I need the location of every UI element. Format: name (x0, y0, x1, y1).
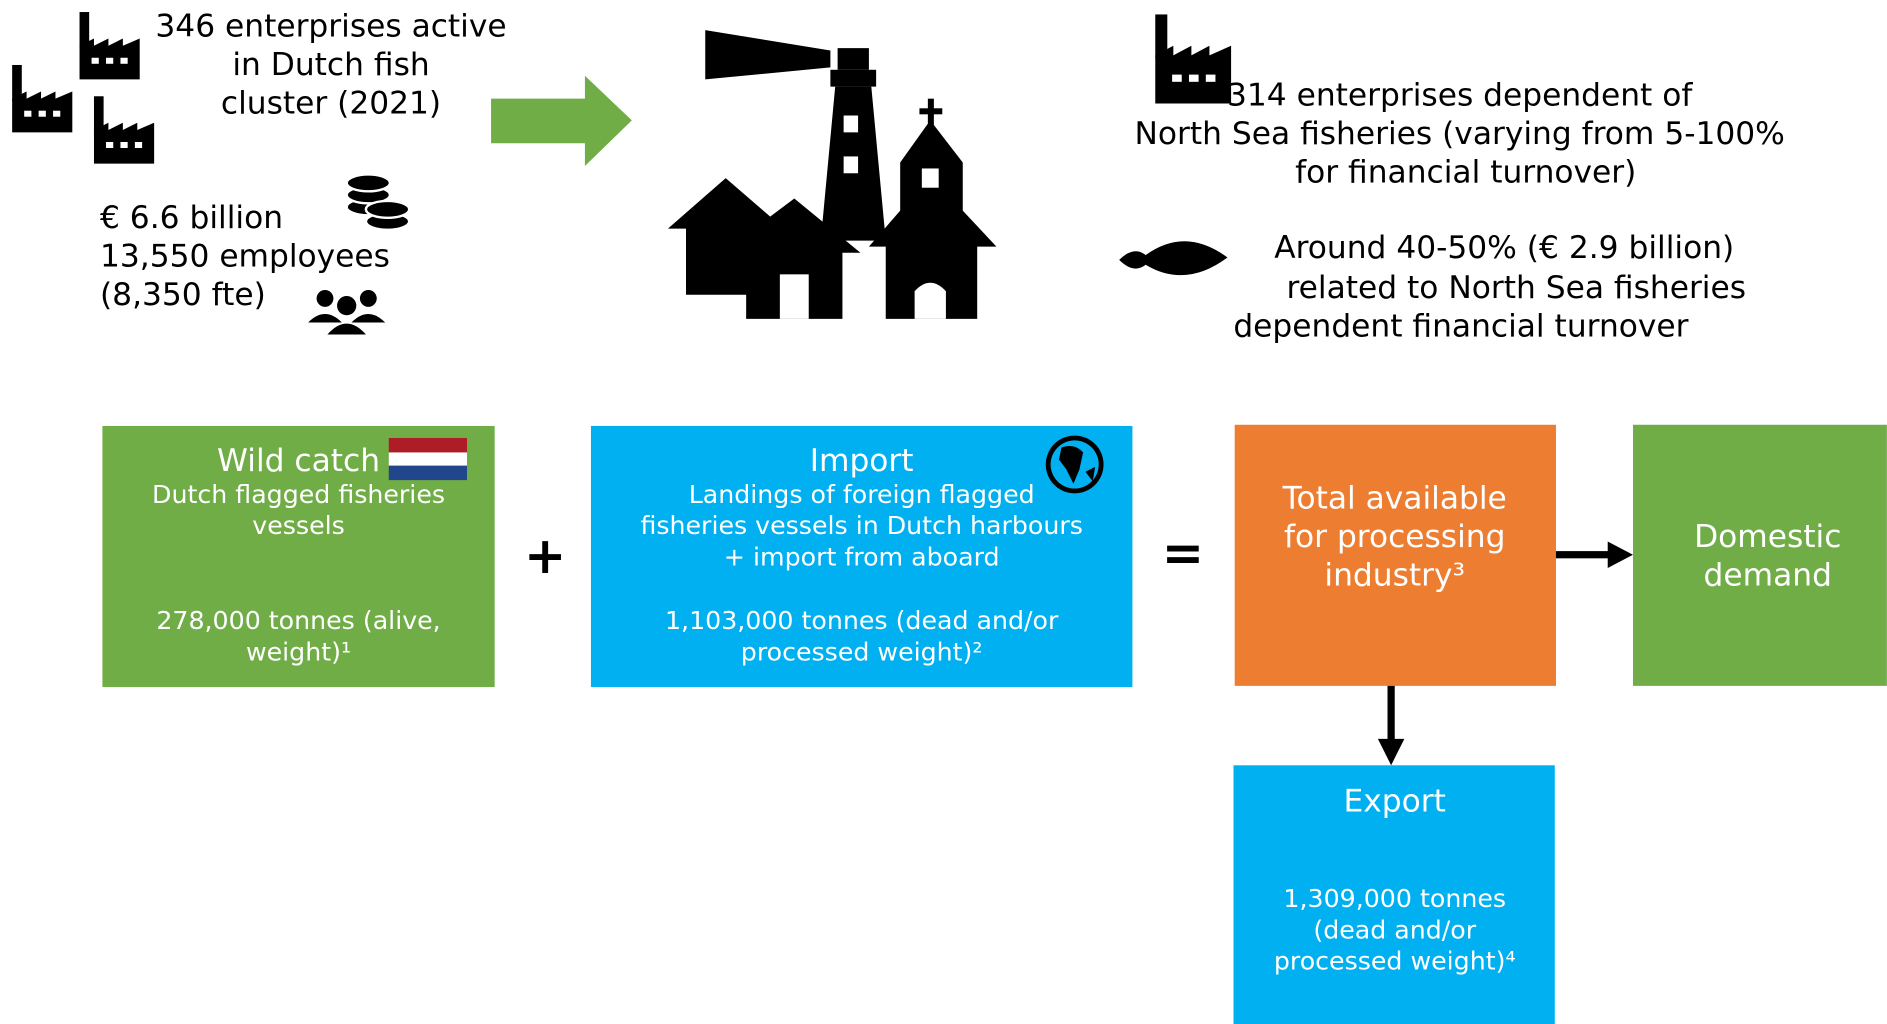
stats-text: 13,550 employees (100, 239, 390, 275)
enterprises-text: 346 enterprises active (155, 9, 506, 45)
enterprises-text: cluster (2021) (221, 86, 441, 122)
box-description: vessels (252, 511, 345, 540)
stats-text: € 6.6 billion (100, 200, 283, 236)
export-box (1233, 765, 1555, 1024)
dutch-flag (388, 437, 467, 481)
equals-operator: = (1162, 524, 1204, 583)
globe-icon (1045, 435, 1104, 494)
box-title: for processing (1284, 519, 1505, 555)
dependent-text: for financial turnover) (1295, 154, 1636, 190)
plus-operator: + (524, 526, 566, 585)
box-description: + import from aboard (724, 542, 1000, 571)
box-title: demand (1704, 557, 1832, 593)
factory-icons (12, 12, 1232, 164)
box-amount: (dead and/or (1313, 915, 1476, 944)
stats-text: (8,350 fte) (100, 277, 266, 313)
box-amount: weight)¹ (246, 637, 351, 666)
box-title: Export (1344, 784, 1446, 820)
turnover-text: Around 40-50% (€ 2.9 billion) (1274, 230, 1734, 266)
import-box (590, 425, 1133, 688)
domestic-box (1632, 424, 1887, 686)
turnover-text: dependent financial turnover (1233, 308, 1688, 344)
box-amount: processed weight)⁴ (1274, 947, 1516, 976)
enterprises-text: in Dutch fish (232, 47, 429, 83)
box-title: Wild catch (217, 443, 380, 479)
box-title: Import (810, 443, 914, 479)
box-amount: 1,309,000 tonnes (1283, 884, 1506, 913)
box-description: fisheries vessels in Dutch harbours (640, 511, 1082, 540)
village-icon (667, 30, 997, 319)
box-amount: 1,103,000 tonnes (dead and/or (665, 606, 1059, 635)
people-icon (308, 289, 386, 335)
turnover-text: related to North Sea fisheries (1287, 270, 1747, 306)
box-title: Domestic (1694, 519, 1841, 555)
box-title: industry³ (1324, 557, 1465, 593)
dependent-text: North Sea fisheries (varying from 5-100% (1135, 116, 1785, 152)
dependent-text: 314 enterprises dependent of (1227, 77, 1693, 113)
coins-icon (345, 173, 411, 232)
box-amount: 278,000 tonnes (alive, (156, 606, 440, 635)
box-description: Landings of foreign flagged (689, 480, 1035, 509)
flow-arrows (1377, 541, 1633, 766)
box-title: Total available (1282, 480, 1507, 516)
box-amount: processed weight)² (741, 637, 983, 666)
total-box (1234, 424, 1556, 686)
flow-arrow (491, 75, 632, 167)
box-description: Dutch flagged fisheries (152, 480, 445, 509)
fish-icon (1119, 241, 1228, 276)
